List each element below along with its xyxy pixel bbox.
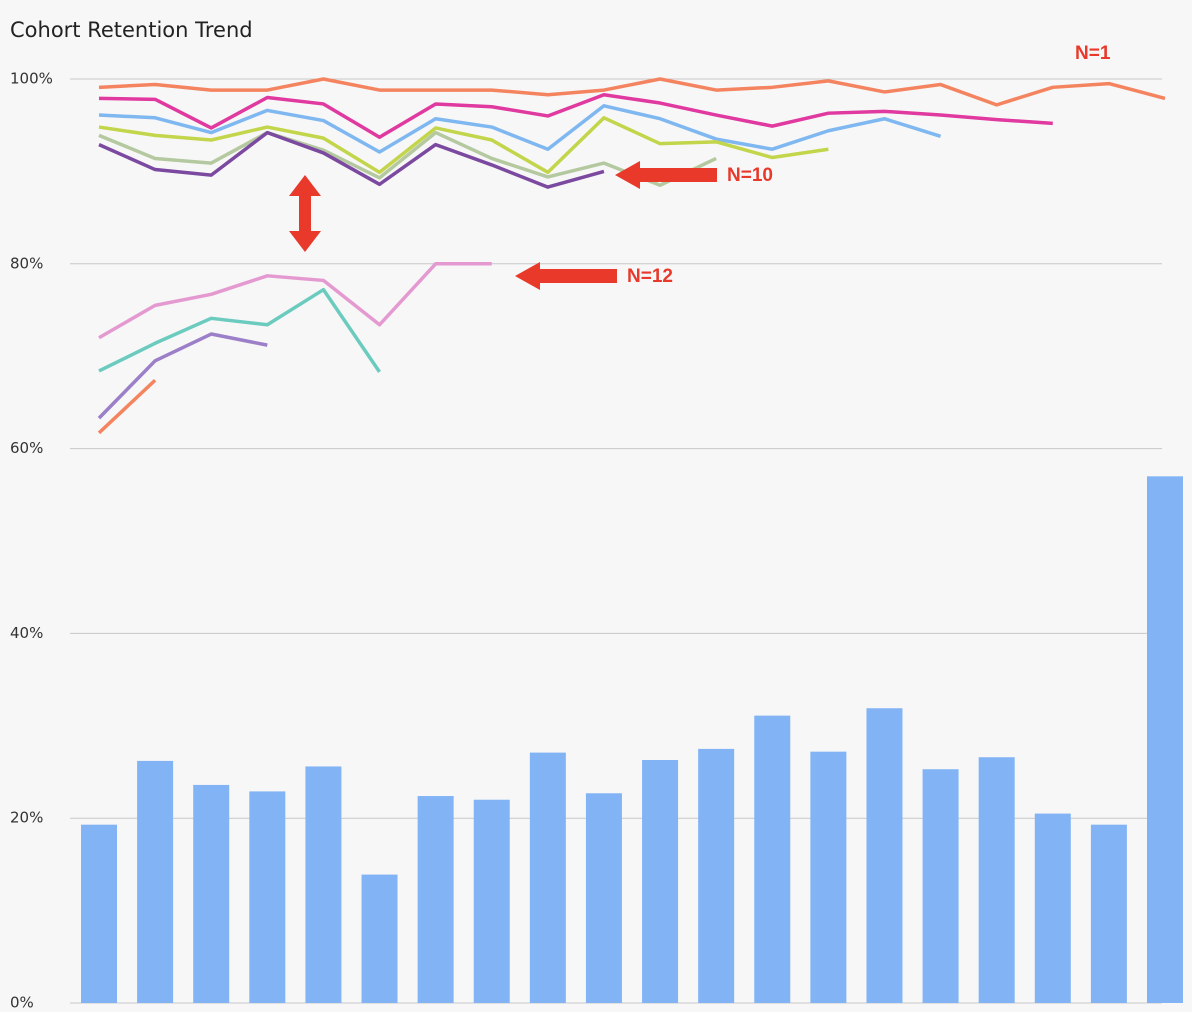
y-tick-label: 40% xyxy=(10,624,43,642)
line xyxy=(98,92,1053,139)
bar xyxy=(585,793,622,1003)
line xyxy=(98,262,492,340)
bar xyxy=(473,799,510,1003)
arrow xyxy=(615,161,717,189)
annotation: N=12 xyxy=(627,266,673,287)
y-tick-label: 100% xyxy=(10,70,53,88)
bar xyxy=(1090,824,1127,1003)
line xyxy=(98,287,381,373)
bars xyxy=(81,476,1183,1003)
bar xyxy=(1147,476,1183,1003)
line xyxy=(97,332,268,420)
bar xyxy=(193,784,230,1003)
bar xyxy=(978,757,1015,1003)
bar xyxy=(137,760,174,1003)
bar xyxy=(361,874,398,1003)
arrow xyxy=(515,262,617,290)
y-tick-label: 0% xyxy=(10,994,34,1012)
chart-title: Cohort Retention Trend xyxy=(10,18,253,42)
bar xyxy=(754,715,791,1003)
annotations: N=1 N=10 N=12 xyxy=(289,43,1111,290)
bar xyxy=(305,766,342,1003)
grid: 0% 20% 40% 60% 80% 100% xyxy=(10,70,1162,1012)
bar xyxy=(249,791,286,1003)
y-tick-label: 20% xyxy=(10,809,43,827)
bar xyxy=(1034,813,1071,1003)
annotation: N=10 xyxy=(727,165,773,186)
line xyxy=(98,77,1166,107)
bar xyxy=(529,752,566,1003)
lines xyxy=(97,77,1166,435)
line xyxy=(98,130,605,189)
bar xyxy=(810,751,847,1003)
y-tick-label: 80% xyxy=(10,254,43,272)
line xyxy=(98,104,942,154)
line xyxy=(98,130,717,188)
annotation: N=1 xyxy=(1075,43,1111,64)
arrow xyxy=(289,175,321,252)
line xyxy=(98,116,829,175)
bar xyxy=(417,796,454,1003)
y-tick-label: 60% xyxy=(10,439,43,457)
bar xyxy=(642,759,679,1003)
bar xyxy=(922,769,959,1003)
line xyxy=(97,378,157,435)
bar xyxy=(81,824,117,1003)
bar xyxy=(698,748,735,1003)
bar xyxy=(866,708,903,1003)
